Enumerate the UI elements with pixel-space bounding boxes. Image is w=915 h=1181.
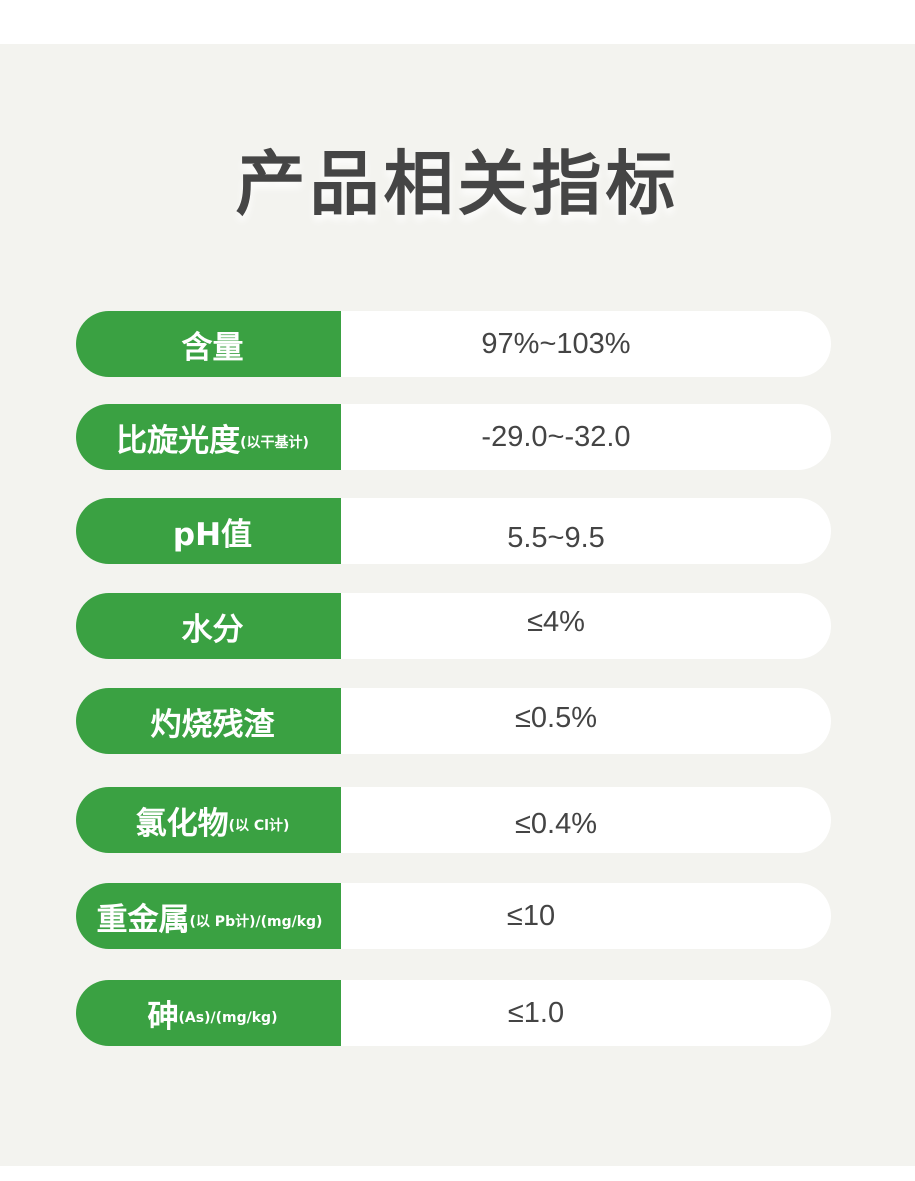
spec-label-sub: (As)/(mg/kg) [178, 1010, 278, 1026]
spec-label-text: 重金属 [96, 901, 190, 938]
spec-row-arsenic: 砷 (As)/(mg/kg) ≤1.0 [76, 980, 831, 1046]
spec-row-ph: pH值 5.5~9.5 [76, 498, 831, 564]
spec-label: 比旋光度 (以干基计) [76, 404, 341, 470]
spec-label: 灼烧残渣 [76, 688, 341, 754]
spec-label-text: 砷 [147, 998, 179, 1035]
spec-label: 含量 [76, 311, 341, 377]
spec-value: ≤10 [341, 883, 831, 949]
spec-label-sub: (以干基计) [240, 435, 309, 451]
spec-label-text: 含量 [181, 329, 244, 366]
spec-value: 5.5~9.5 [341, 498, 831, 564]
spec-label-text: 灼烧残渣 [150, 706, 275, 743]
spec-row-content: 含量 97%~103% [76, 311, 831, 377]
spec-value: 97%~103% [341, 311, 831, 377]
spec-label: 水分 [76, 593, 341, 659]
spec-row-heavy-metals: 重金属 (以 Pb计)/(mg/kg) ≤10 [76, 883, 831, 949]
spec-label-text: pH值 [172, 516, 253, 553]
page-title: 产品相关指标 [235, 143, 680, 225]
spec-value: ≤4% [341, 593, 831, 659]
spec-row-optical-rotation: 比旋光度 (以干基计) -29.0~-32.0 [76, 404, 831, 470]
spec-label: pH值 [76, 498, 341, 564]
spec-label-text: 氯化物 [135, 805, 229, 842]
spec-label-sub: (以 Pb计)/(mg/kg) [189, 914, 323, 930]
spec-value: -29.0~-32.0 [341, 404, 831, 470]
spec-label-text: 比旋光度 [116, 422, 241, 459]
spec-label: 重金属 (以 Pb计)/(mg/kg) [76, 883, 341, 949]
spec-row-moisture: 水分 ≤4% [76, 593, 831, 659]
spec-label: 氯化物 (以 Cl计) [76, 787, 341, 853]
spec-label: 砷 (As)/(mg/kg) [76, 980, 341, 1046]
spec-value: ≤0.4% [341, 787, 831, 853]
spec-label-text: 水分 [181, 611, 244, 648]
spec-value: ≤1.0 [341, 980, 831, 1046]
spec-label-sub: (以 Cl计) [228, 818, 290, 834]
spec-row-chloride: 氯化物 (以 Cl计) ≤0.4% [76, 787, 831, 853]
spec-value: ≤0.5% [341, 688, 831, 754]
spec-row-residue-on-ignition: 灼烧残渣 ≤0.5% [76, 688, 831, 754]
